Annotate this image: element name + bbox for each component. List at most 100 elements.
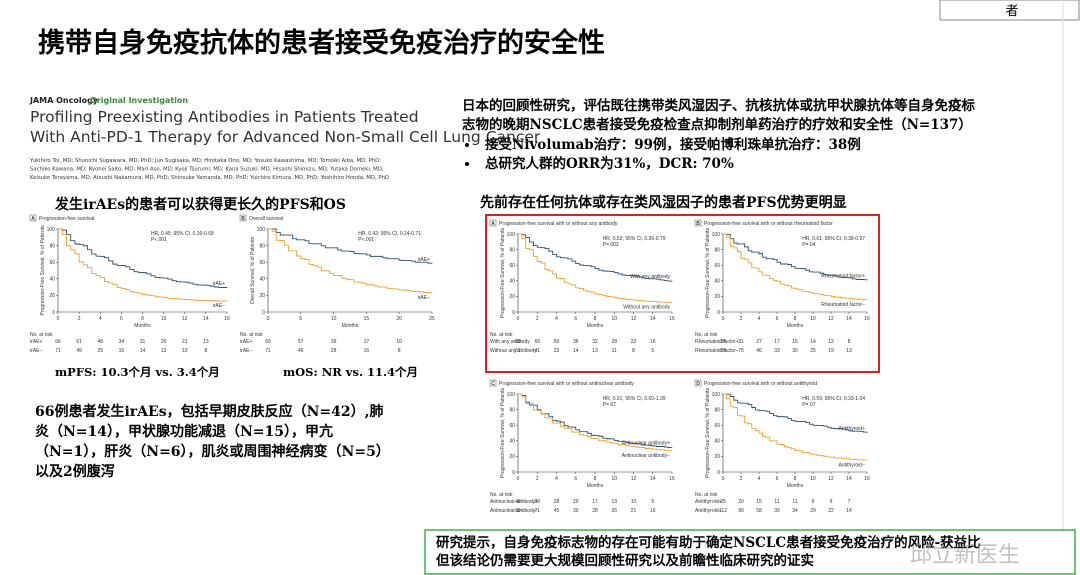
risk-count: 10 [182, 348, 188, 354]
km-curve [58, 228, 228, 288]
x-tick-label: 0 [267, 316, 270, 322]
x-tick-label: 6 [574, 476, 577, 482]
hr-text: P=.07 [802, 402, 815, 408]
risk-title: No. at risk [695, 332, 718, 338]
risk-count: 13 [161, 348, 167, 354]
x-tick-label: 16 [669, 316, 675, 322]
y-tick-label: 0 [512, 470, 515, 476]
y-tick-label: 100 [257, 227, 266, 233]
x-tick-label: 8 [594, 476, 597, 482]
risk-count: 13 [203, 339, 209, 345]
risk-name: Antithyroid+ [695, 499, 722, 505]
mpfs: mPFS: 10.3个月 vs. 3.4个月 [55, 365, 220, 379]
x-tick-label: 4 [555, 476, 558, 482]
panel-label: A [31, 216, 35, 222]
paper-title: With Anti-PD-1 Therapy for Advanced Non-… [30, 128, 541, 146]
risk-name: Without any antibody [490, 348, 537, 354]
hr-text: HR, 0.61; 95% CI, 0.38-0.97 [802, 236, 865, 242]
risk-count: 46 [298, 348, 304, 354]
panel-label: D [696, 381, 700, 387]
risk-count: 16 [119, 348, 125, 354]
hr-text: HR, 0.91; 95% CI, 0.60-1.39 [603, 396, 666, 402]
author-line: Keisuke Terayama, MD; Atsushi Nakamura, … [30, 175, 389, 181]
y-tick-label: 100 [507, 232, 516, 238]
x-tick-label: 12 [828, 476, 834, 482]
risk-count: 32 [592, 339, 598, 345]
x-tick-label: 10 [611, 476, 617, 482]
km-curve [723, 233, 868, 281]
risk-name: Antinuclear antibody− [490, 508, 538, 514]
risk-count: 8 [204, 348, 207, 354]
x-tick-label: 12 [182, 316, 188, 322]
risk-count: 48 [97, 339, 103, 345]
panel-label: C [491, 381, 495, 387]
panel-label-box [489, 219, 497, 227]
y-tick-label: 0 [717, 470, 720, 476]
curve-label: irAE− [213, 303, 225, 309]
left-heading: 发生irAEs的患者可以获得更长久的PFS和OS [54, 196, 346, 213]
x-axis-label: Months [787, 323, 804, 329]
bullet-dot [465, 143, 469, 147]
risk-count: 31 [140, 339, 146, 345]
risk-count: 66 [55, 339, 61, 345]
panel-label: B [696, 221, 700, 227]
x-tick-label: 10 [810, 476, 816, 482]
x-tick-label: 0 [57, 316, 60, 322]
risk-title: No. at risk [240, 332, 263, 338]
panel-title: Progression-free survival [39, 216, 94, 222]
y-tick-label: 80 [259, 243, 265, 249]
risk-count: 49 [76, 348, 82, 354]
curve-label: Antinuclear antibody+ [622, 441, 670, 447]
risk-count: 5 [651, 499, 654, 505]
x-tick-label: 10 [161, 316, 167, 322]
summary-line: （N=1），肝炎（N=6），肌炎或周围神经病变（N=5） [35, 443, 390, 460]
x-tick-label: 0 [517, 316, 520, 322]
risk-title: No. at risk [695, 492, 718, 498]
footer-line: 研究提示，自身免疫标志物的存在可能有助于确定NSCLC患者接受免疫治疗的风险-获… [436, 534, 981, 551]
risk-count: 112 [719, 508, 727, 514]
km-curve [723, 393, 868, 461]
x-tick-label: 4 [99, 316, 102, 322]
y-tick-label: 40 [259, 277, 265, 283]
y-axis-label: Progression-Free Survival, % of Patients [500, 227, 506, 318]
curve-label: Without any antibody [623, 305, 670, 311]
km-curve [518, 233, 673, 282]
risk-count: 8 [632, 348, 635, 354]
curve-label: Rheumatoid factor+ [821, 274, 865, 280]
risk-count: 11 [792, 499, 797, 505]
y-tick-label: 20 [509, 454, 515, 460]
risk-count: 11 [612, 348, 617, 354]
risk-count: 61 [76, 339, 82, 345]
x-tick-label: 16 [864, 316, 870, 322]
panel-label: A [491, 221, 495, 227]
x-axis-label: Months [342, 323, 359, 329]
risk-count: 39 [774, 508, 780, 514]
x-tick-label: 4 [758, 316, 761, 322]
section: Original Investigation [90, 96, 188, 105]
y-tick-label: 60 [509, 263, 515, 269]
x-tick-label: 14 [650, 476, 656, 482]
risk-count: 23 [631, 339, 637, 345]
curve-label: irAE+ [418, 257, 430, 263]
risk-count: 57 [515, 348, 521, 354]
footer-line: 但该结论仍需要更大规模回顾性研究以及前瞻性临床研究的证实 [435, 552, 814, 569]
risk-count: 34 [119, 339, 125, 345]
risk-count: 33 [774, 348, 780, 354]
curve-label: Antithyroid+ [838, 426, 865, 432]
x-tick-label: 5 [299, 316, 302, 322]
x-tick-label: 8 [794, 316, 797, 322]
x-tick-label: 10 [611, 316, 617, 322]
y-tick-label: 40 [714, 439, 720, 445]
mos: mOS: NR vs. 11.4个月 [283, 365, 418, 379]
bullet-line: 接受Nivolumab治疗：99例，接受帕博利珠单抗治疗：38例 [485, 136, 861, 153]
risk-count: 29 [810, 508, 816, 514]
corner-text: 者 [1005, 4, 1018, 19]
risk-count: 19 [828, 348, 834, 354]
x-tick-label: 12 [631, 476, 637, 482]
risk-count: 8 [398, 348, 401, 354]
author-line: Sachiko Kawana, MD; Ryohei Saito, MD; Ma… [30, 167, 384, 173]
summary-line: 炎（N=14），甲状腺功能减退（N=15），甲亢 [35, 423, 333, 440]
y-tick-label: 60 [259, 260, 265, 266]
risk-count: 26 [611, 508, 617, 514]
risk-count: 8 [848, 339, 851, 345]
